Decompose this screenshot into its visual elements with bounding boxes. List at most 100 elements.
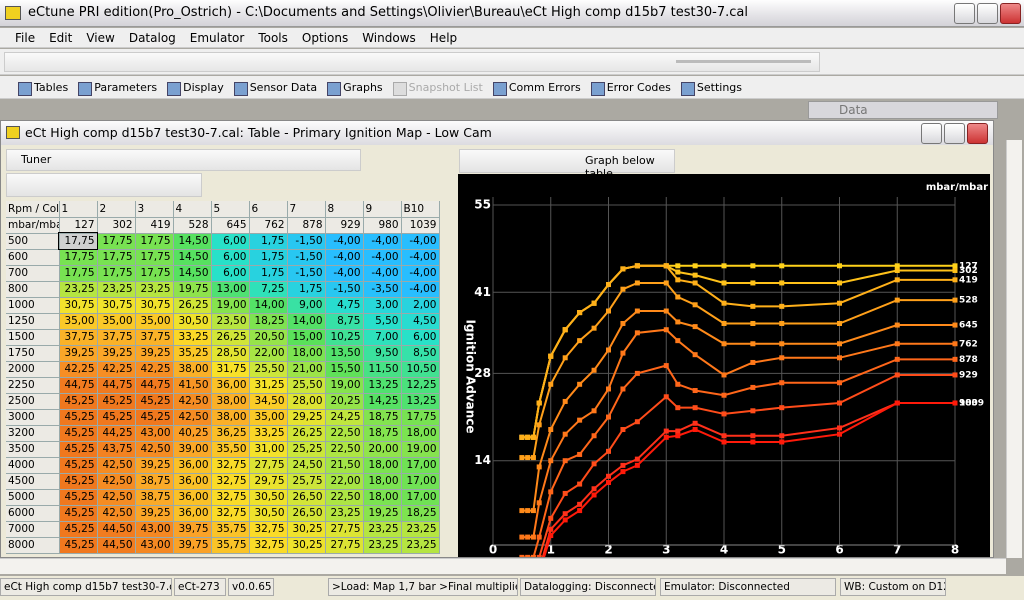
cell[interactable]: 33,25 xyxy=(249,425,288,442)
map-point[interactable] xyxy=(721,280,727,286)
map-point[interactable] xyxy=(952,372,958,378)
cell[interactable]: 44,75 xyxy=(135,377,174,394)
map-point[interactable] xyxy=(519,508,525,514)
cell[interactable]: 36,00 xyxy=(211,377,250,394)
cell[interactable]: 26,25 xyxy=(211,329,250,346)
cell[interactable]: 32,75 xyxy=(211,489,250,506)
cell[interactable]: 42,50 xyxy=(97,457,136,474)
cell[interactable]: 1,75 xyxy=(249,249,288,266)
map-point[interactable] xyxy=(562,511,568,517)
map-point[interactable] xyxy=(606,308,611,314)
map-point[interactable] xyxy=(548,533,554,539)
map-point[interactable] xyxy=(721,439,727,445)
map-point[interactable] xyxy=(620,286,626,292)
map-point[interactable] xyxy=(577,381,583,387)
map-point[interactable] xyxy=(562,490,568,496)
cell[interactable]: 17,00 xyxy=(401,457,440,474)
cell[interactable]: 8,50 xyxy=(401,345,440,362)
map-point[interactable] xyxy=(562,431,568,437)
map-point[interactable] xyxy=(675,338,681,344)
cell[interactable]: 45,25 xyxy=(59,505,98,522)
map-point[interactable] xyxy=(525,508,531,514)
cell[interactable]: 32,75 xyxy=(211,473,250,490)
cell[interactable]: 1,75 xyxy=(287,281,326,298)
cell[interactable]: 35,00 xyxy=(97,313,136,330)
map-point[interactable] xyxy=(721,320,727,326)
toolbar-button[interactable]: Sensor Data xyxy=(233,81,317,96)
map-point[interactable] xyxy=(536,534,542,540)
toolbar-button[interactable]: Settings xyxy=(680,81,742,96)
map-point[interactable] xyxy=(663,280,669,286)
cell[interactable]: 22,50 xyxy=(325,489,364,506)
map-point[interactable] xyxy=(606,480,611,486)
cell[interactable]: 42,25 xyxy=(135,361,174,378)
cell[interactable]: 42,50 xyxy=(97,505,136,522)
map-point[interactable] xyxy=(562,398,568,404)
cell[interactable]: 37,75 xyxy=(135,329,174,346)
menu-item[interactable]: Emulator xyxy=(189,31,245,45)
map-point[interactable] xyxy=(606,414,611,420)
cell[interactable]: -3,50 xyxy=(363,281,402,298)
cell[interactable]: 17,75 xyxy=(58,232,98,250)
map-point[interactable] xyxy=(548,427,554,433)
cell[interactable]: 9,50 xyxy=(363,345,402,362)
cell[interactable]: 17,00 xyxy=(401,473,440,490)
cell[interactable]: 27,75 xyxy=(249,457,288,474)
cell[interactable]: 30,50 xyxy=(249,505,288,522)
map-point[interactable] xyxy=(894,356,900,362)
map-point[interactable] xyxy=(692,405,698,411)
map-point[interactable] xyxy=(525,434,531,440)
map-point[interactable] xyxy=(779,280,785,286)
cell[interactable]: 23,50 xyxy=(211,313,250,330)
cell[interactable]: 42,50 xyxy=(97,473,136,490)
cell[interactable]: 1,75 xyxy=(249,233,288,250)
map-point[interactable] xyxy=(530,434,536,440)
map-point[interactable] xyxy=(675,433,681,439)
cell[interactable]: 39,00 xyxy=(173,441,212,458)
cell[interactable]: 23,25 xyxy=(135,281,174,298)
map-point[interactable] xyxy=(750,384,756,390)
cell[interactable]: 39,25 xyxy=(97,345,136,362)
cell[interactable]: 31,75 xyxy=(211,361,250,378)
cell[interactable]: -4,00 xyxy=(401,249,440,266)
cell[interactable]: 19,75 xyxy=(173,281,212,298)
map-point[interactable] xyxy=(837,320,842,326)
cell[interactable]: 44,25 xyxy=(97,425,136,442)
map-point[interactable] xyxy=(591,461,597,467)
cell[interactable]: 38,00 xyxy=(211,393,250,410)
cell[interactable]: 39,75 xyxy=(173,537,212,554)
map-point[interactable] xyxy=(620,320,626,326)
cell[interactable]: 45,25 xyxy=(59,441,98,458)
menu-item[interactable]: Tools xyxy=(258,31,288,45)
cell[interactable]: 23,25 xyxy=(59,281,98,298)
cell[interactable]: 24,50 xyxy=(287,457,326,474)
cell[interactable]: 23,25 xyxy=(401,521,440,538)
map-point[interactable] xyxy=(750,439,756,445)
cell[interactable]: 20,00 xyxy=(363,441,402,458)
cell[interactable]: 20,25 xyxy=(325,393,364,410)
map-point[interactable] xyxy=(536,422,542,428)
cell[interactable]: 44,50 xyxy=(97,537,136,554)
cell[interactable]: 3,00 xyxy=(363,297,402,314)
menu-item[interactable]: View xyxy=(86,31,115,45)
map-point[interactable] xyxy=(721,341,727,347)
map-point[interactable] xyxy=(525,455,531,461)
map-point[interactable] xyxy=(663,363,669,369)
map-point[interactable] xyxy=(952,341,958,347)
map-point[interactable] xyxy=(675,428,681,434)
cell[interactable]: 6,00 xyxy=(211,265,250,282)
map-point[interactable] xyxy=(577,451,583,457)
map-point[interactable] xyxy=(562,458,568,464)
cell[interactable]: 35,00 xyxy=(249,409,288,426)
map-point[interactable] xyxy=(663,434,669,440)
cell[interactable]: 26,25 xyxy=(287,425,326,442)
cell[interactable]: -4,00 xyxy=(325,249,364,266)
cell[interactable]: 19,00 xyxy=(211,297,250,314)
map-point[interactable] xyxy=(530,508,536,514)
map-point[interactable] xyxy=(779,433,785,439)
menu-item[interactable]: Edit xyxy=(49,31,73,45)
map-point[interactable] xyxy=(530,534,536,540)
map-point[interactable] xyxy=(952,297,958,303)
cell[interactable]: 36,00 xyxy=(173,489,212,506)
map-point[interactable] xyxy=(519,434,525,440)
